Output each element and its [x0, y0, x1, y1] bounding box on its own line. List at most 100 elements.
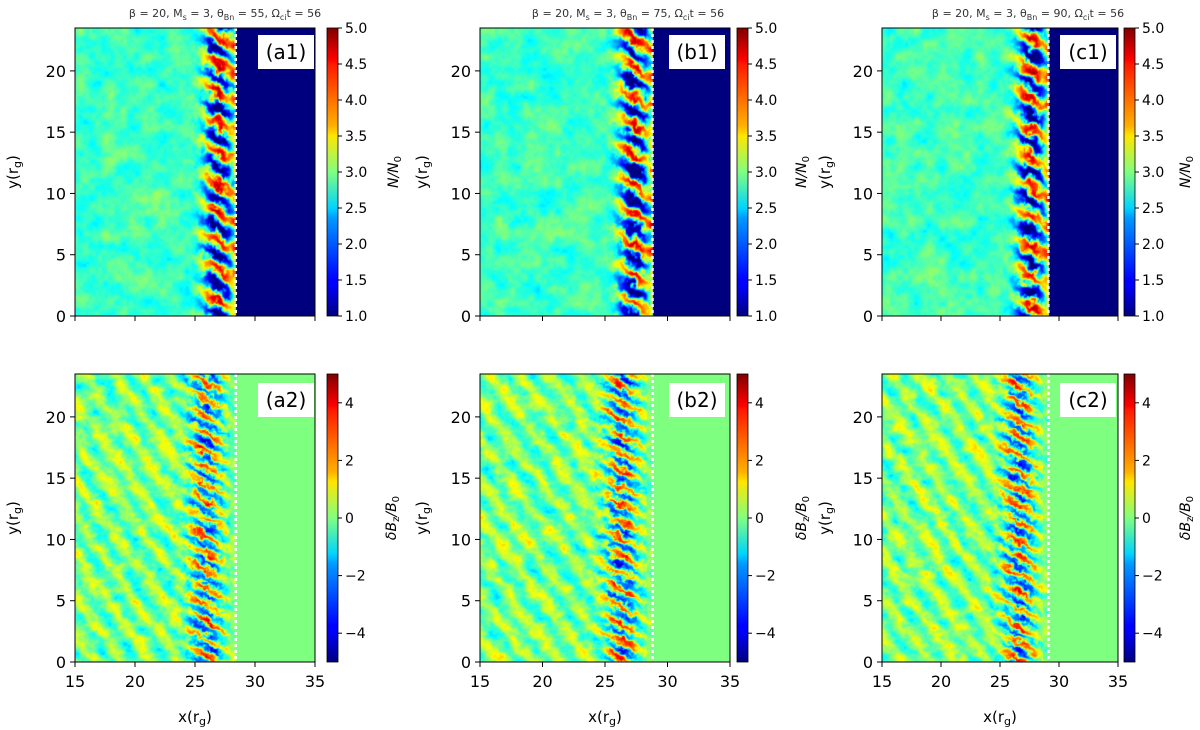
- colorbar-c2-label: δBz/B0: [1178, 496, 1196, 540]
- x-axis-b2: 15 20 25 30 35: [470, 662, 740, 691]
- y-axis-label-c1: y(rg): [816, 155, 836, 189]
- colorbar-c1: 5.0 4.5 4.0 3.5 3.0 2.5 2.0 1.5 1.0 N/N0: [1123, 21, 1196, 325]
- x-tick-label-a2-35: 35: [305, 672, 325, 691]
- cbb-a-label-0: 4: [345, 396, 354, 412]
- x-tick-label-c2-15: 15: [872, 672, 892, 691]
- y-tick-label-c1-20: 20: [853, 62, 873, 81]
- x-tick-label-a2-30: 30: [245, 672, 265, 691]
- panel-label-a2: (a2): [266, 388, 307, 412]
- panel-label-box-a2: (a2): [258, 383, 314, 417]
- y-tick-label-c1-0: 0: [863, 307, 873, 326]
- y-tick-label-b2-15: 15: [451, 469, 471, 488]
- x-tick-label-a2-25: 25: [185, 672, 205, 691]
- cbb-a-label-3: −2: [345, 569, 366, 585]
- y-tick-label-c1-10: 10: [853, 184, 873, 203]
- y-tick-label-c2-10: 10: [853, 530, 873, 549]
- y-tick-label-c1-5: 5: [863, 246, 873, 265]
- cbt-b-label-6: 2.0: [755, 237, 777, 253]
- colorbar-c1-ticks: 5.0 4.5 4.0 3.5 3.0 2.5 2.0 1.5 1.0: [1135, 21, 1164, 325]
- panel-label-b1: (b1): [676, 40, 717, 64]
- colorbar-c2: 4 2 0 −2 −4 δBz/B0: [1123, 373, 1196, 663]
- panel-label-c2: (c2): [1068, 388, 1107, 412]
- x-tick-label-b2-35: 35: [720, 672, 740, 691]
- panel-label-box-b2: (b2): [669, 383, 725, 417]
- colorbar-b1-label: N/N0: [794, 156, 812, 188]
- x-ticks-a1: [74, 316, 316, 321]
- cbt-c-label-2: 4.0: [1142, 93, 1164, 109]
- cbt-c-label-6: 2.0: [1142, 237, 1164, 253]
- cbt-a-label-7: 1.5: [345, 273, 367, 289]
- panel-label-box-b1: (b1): [669, 35, 725, 69]
- heatmap-a2: [75, 374, 315, 662]
- cbb-a-label-2: 0: [345, 511, 354, 527]
- panel-label-box-c1: (c1): [1060, 35, 1116, 69]
- y-axis-label-a2: y(rg): [4, 501, 24, 535]
- heatmap-c2: [882, 374, 1118, 662]
- y-axis-c2: 0 5 10 15 20: [853, 408, 882, 672]
- cbt-b-label-7: 1.5: [755, 273, 777, 289]
- x-tick-label-c2-25: 25: [990, 672, 1010, 691]
- y-tick-label-a2-10: 10: [46, 530, 66, 549]
- panel-b2: (b2) 0 5 10 15 20 15 20 25 30 35 y(rg) x(rg): [413, 373, 740, 728]
- cbt-b-label-2: 4.0: [755, 93, 777, 109]
- x-axis-label-c2: x(rg): [983, 708, 1017, 728]
- cbb-c-label-2: 0: [1142, 511, 1151, 527]
- panel-a1-title: β = 20, Ms = 3, θBn = 55, Ωcit = 56: [129, 7, 321, 22]
- colorbar-c1-label: N/N0: [1178, 156, 1196, 188]
- y-axis-label-b2: y(rg): [413, 501, 433, 535]
- x-tick-label-b2-25: 25: [595, 672, 615, 691]
- panel-label-box-a1: (a1): [258, 35, 314, 69]
- colorbar-c2-ticks: 4 2 0 −2 −4: [1135, 396, 1163, 642]
- cbt-b-label-1: 4.5: [755, 57, 777, 73]
- x-tick-label-b2-15: 15: [470, 672, 490, 691]
- x-axis-label-a2: x(rg): [178, 708, 212, 728]
- y-tick-label-b2-0: 0: [461, 653, 471, 672]
- cbb-b-label-4: −4: [755, 626, 776, 642]
- cbt-a-label-2: 4.0: [345, 93, 367, 109]
- y-tick-label-b1-0: 0: [461, 307, 471, 326]
- x-axis-label-b2: x(rg): [588, 708, 622, 728]
- x-tick-label-b2-30: 30: [657, 672, 677, 691]
- cbb-a-label-4: −4: [345, 626, 366, 642]
- y-tick-label-c2-5: 5: [863, 592, 873, 611]
- cbt-a-label-1: 4.5: [345, 57, 367, 73]
- cbt-a-label-8: 1.0: [345, 309, 367, 325]
- cbb-b-label-3: −2: [755, 569, 776, 585]
- y-tick-label-b1-20: 20: [451, 62, 471, 81]
- heatmap-b2: [480, 374, 730, 662]
- cbt-b-label-4: 3.0: [755, 165, 777, 181]
- x-tick-label-a2-15: 15: [65, 672, 85, 691]
- cbb-c-label-4: −4: [1142, 626, 1163, 642]
- x-tick-label-a2-20: 20: [125, 672, 145, 691]
- panel-b1-title: β = 20, Ms = 3, θBn = 75, Ωcit = 56: [532, 7, 724, 22]
- colorbar-a1-ticks: 5.0 4.5 4.0 3.5 3.0 2.5 2.0 1.5 1.0: [338, 21, 367, 325]
- cbb-c-label-1: 2: [1142, 453, 1151, 469]
- panel-label-b2: (b2): [676, 388, 717, 412]
- panel-label-a1: (a1): [266, 40, 307, 64]
- y-tick-label-a2-20: 20: [46, 408, 66, 427]
- cbt-b-label-0: 5.0: [755, 21, 777, 37]
- x-tick-label-c2-30: 30: [1049, 672, 1069, 691]
- y-tick-label-b1-10: 10: [451, 184, 471, 203]
- cbt-c-label-5: 2.5: [1142, 201, 1164, 217]
- colorbar-a2: 4 2 0 −2 −4 δBz/B0: [326, 373, 402, 663]
- y-axis-label-b1: y(rg): [413, 155, 433, 189]
- y-tick-label-a2-0: 0: [56, 653, 66, 672]
- colorbar-a2-label: δBz/B0: [384, 496, 402, 540]
- colorbar-a1: 5.0 4.5 4.0 3.5 3.0 2.5 2.0 1.5 1.0 N/N0: [326, 21, 404, 325]
- colorbar-b2-label: δBz/B0: [794, 496, 812, 540]
- y-tick-label-a1-20: 20: [46, 62, 66, 81]
- cbb-b-label-1: 2: [755, 453, 764, 469]
- x-axis-a2: 15 20 25 30 35: [65, 662, 325, 691]
- y-tick-label-b2-20: 20: [451, 408, 471, 427]
- heatmap-b1: [480, 28, 730, 316]
- cbb-c-label-3: −2: [1142, 569, 1163, 585]
- cbt-c-label-4: 3.0: [1142, 165, 1164, 181]
- cbt-c-label-1: 4.5: [1142, 57, 1164, 73]
- cbb-b-label-2: 0: [755, 511, 764, 527]
- x-tick-label-b2-20: 20: [532, 672, 552, 691]
- y-axis-c1: 0 5 10 15 20: [853, 62, 882, 326]
- cbb-b-label-0: 4: [755, 396, 764, 412]
- y-tick-label-c1-15: 15: [853, 123, 873, 142]
- heatmap-a1: [75, 28, 315, 316]
